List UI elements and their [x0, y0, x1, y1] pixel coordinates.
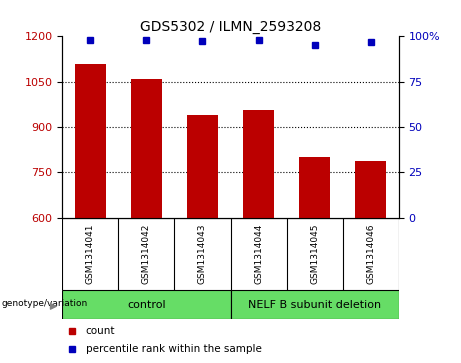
Bar	[75, 64, 106, 218]
Bar	[299, 157, 330, 218]
Bar	[355, 161, 386, 218]
Bar	[187, 115, 218, 218]
Text: GSM1314041: GSM1314041	[86, 224, 95, 284]
Bar	[243, 110, 274, 218]
Text: GSM1314046: GSM1314046	[366, 224, 375, 284]
Text: genotype/variation: genotype/variation	[1, 299, 88, 308]
Bar	[230, 290, 399, 319]
Text: GSM1314044: GSM1314044	[254, 224, 263, 284]
Text: GSM1314043: GSM1314043	[198, 224, 207, 284]
Text: percentile rank within the sample: percentile rank within the sample	[86, 344, 262, 354]
Title: GDS5302 / ILMN_2593208: GDS5302 / ILMN_2593208	[140, 20, 321, 34]
Bar	[62, 290, 230, 319]
Text: control: control	[127, 300, 165, 310]
Text: GSM1314042: GSM1314042	[142, 224, 151, 284]
Bar	[131, 79, 162, 218]
Text: NELF B subunit deletion: NELF B subunit deletion	[248, 300, 381, 310]
Text: count: count	[86, 326, 115, 336]
Text: GSM1314045: GSM1314045	[310, 224, 319, 284]
